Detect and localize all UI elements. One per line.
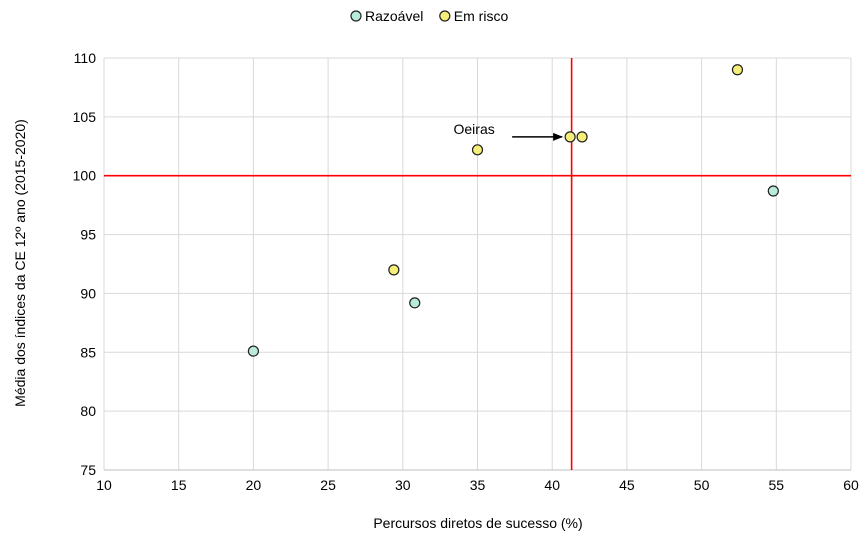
tick-labels: 10 15 20 25 30 35 40 45 50 55 60 75 80 85 90 95 100 105 11…: [73, 50, 859, 493]
annotations: Oeiras: [454, 121, 564, 141]
legend-label: Razoável: [365, 8, 423, 24]
legend: Razoável Em risco: [350, 8, 509, 24]
x-tick-label: 15: [171, 477, 187, 493]
annotation-label: Oeiras: [454, 121, 495, 137]
legend-item: Razoável: [350, 8, 423, 24]
y-tick-label: 110: [74, 50, 97, 66]
y-tick-label: 95: [80, 227, 96, 243]
y-tick-label: 100: [73, 168, 97, 184]
x-tick-label: 50: [694, 477, 710, 493]
legend-item: Em risco: [439, 8, 509, 24]
legend-label: Em risco: [454, 8, 509, 24]
y-tick-label: 80: [80, 403, 96, 419]
x-tick-label: 40: [544, 477, 560, 493]
data-point-em-risco: [731, 64, 744, 76]
x-tick-label: 60: [843, 477, 859, 493]
legend-marker: [350, 10, 362, 22]
x-axis-title: Percursos diretos de sucesso (%): [373, 515, 582, 531]
data-point-razoavel: [767, 185, 779, 197]
reference-lines: [104, 58, 851, 470]
y-tick-label: 90: [80, 285, 96, 301]
y-axis-title: Média dos índices da CE 12º ano (2015-20…: [12, 119, 28, 407]
y-tick-label: 105: [73, 109, 97, 125]
data-point-razoavel: [247, 345, 259, 357]
data-point-em-risco: [388, 264, 400, 276]
data-points: [247, 64, 779, 357]
y-tick-label: 75: [80, 462, 96, 478]
data-point-em-risco: [564, 131, 576, 143]
x-tick-label: 25: [320, 477, 336, 493]
x-tick-label: 55: [769, 477, 785, 493]
x-tick-label: 20: [246, 477, 262, 493]
data-point-em-risco: [576, 131, 588, 143]
legend-marker: [439, 10, 451, 22]
x-tick-label: 35: [470, 477, 486, 493]
x-tick-label: 10: [96, 477, 112, 493]
x-tick-label: 45: [619, 477, 635, 493]
y-tick-label: 85: [80, 344, 96, 360]
data-point-razoavel: [409, 297, 421, 309]
grid: [103, 57, 852, 471]
x-tick-label: 30: [395, 477, 411, 493]
data-point-em-risco: [471, 144, 484, 156]
